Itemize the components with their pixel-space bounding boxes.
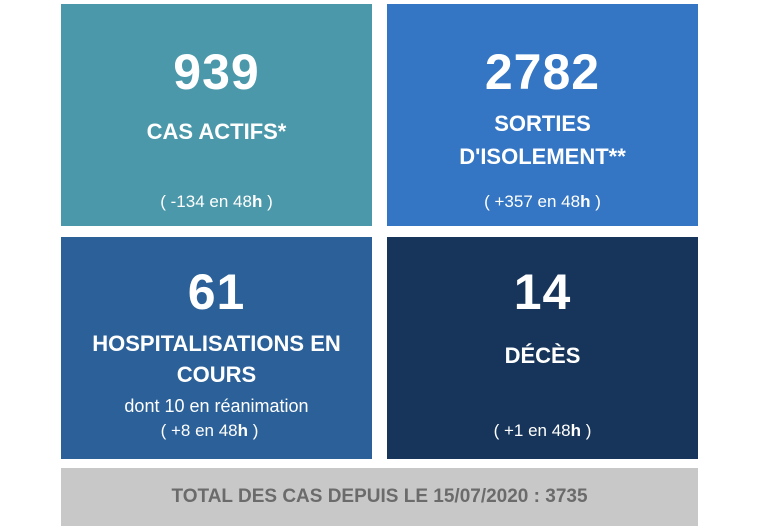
hospitalisations-label-line1: HOSPITALISATIONS EN (92, 331, 341, 356)
change-text: ( +357 en 48 (484, 192, 581, 211)
hospitalisations-label-line2: COURS (176, 362, 257, 387)
hospitalisations-tile: 61 HOSPITALISATIONS EN COURS dont 10 en … (61, 237, 372, 459)
total-cases-banner: TOTAL DES CAS DEPUIS LE 15/07/2020 : 373… (61, 468, 698, 526)
active-cases-label: CAS ACTIFS* (146, 119, 287, 144)
change-unit: h (251, 192, 263, 211)
isolation-exits-tile: 2782 SORTIES D'ISOLEMENT** ( +357 en 48h… (387, 4, 698, 226)
active-cases-tile: 939 CAS ACTIFS* ( -134 en 48h ) (61, 4, 372, 226)
change-unit: h (580, 192, 591, 211)
change-close: ) (262, 192, 273, 211)
change-unit: h (237, 421, 249, 440)
change-close: ) (590, 192, 601, 211)
change-close: ) (581, 421, 592, 440)
change-text: ( -134 en 48 (160, 192, 252, 211)
isolation-exits-value: 2782 (484, 44, 601, 100)
hospitalisations-value: 61 (187, 264, 246, 320)
deaths-change: ( +1 en 48h ) (387, 420, 698, 442)
isolation-exits-label-line2: D'ISOLEMENT** (459, 144, 626, 169)
isolation-exits-change: ( +357 en 48h ) (387, 191, 698, 213)
icu-detail: dont 10 en réanimation (124, 396, 309, 416)
active-cases-change: ( -134 en 48h ) (61, 191, 372, 213)
deaths-label: DÉCÈS (504, 343, 581, 368)
deaths-tile: 14 DÉCÈS ( +1 en 48h ) (387, 237, 698, 459)
isolation-exits-label-line1: SORTIES (494, 111, 591, 136)
hospitalisations-change: ( +8 en 48h ) (47, 420, 372, 442)
active-cases-value: 939 (173, 44, 260, 100)
change-close: ) (248, 421, 259, 440)
change-text: ( +8 en 48 (160, 421, 238, 440)
change-text: ( +1 en 48 (493, 421, 571, 440)
change-unit: h (570, 421, 582, 440)
deaths-value: 14 (513, 264, 572, 320)
